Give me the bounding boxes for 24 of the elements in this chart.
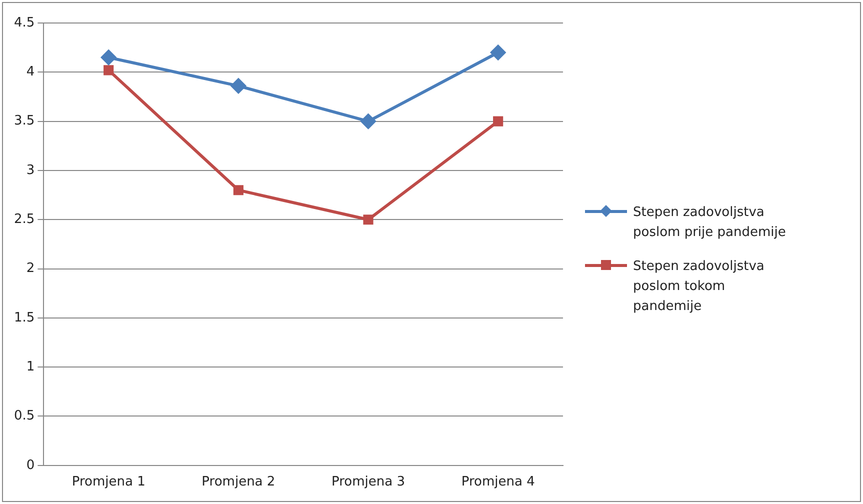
x-tick-label: Promjena 1 [72,474,146,490]
legend-label: Stepen zadovoljstva poslom tokom pandemije [633,258,766,316]
y-tick-label: 3.5 [14,114,35,129]
y-tick-label: 2 [26,261,35,276]
y-tick-label: 1.5 [14,310,35,326]
point [493,116,504,126]
point [360,114,376,129]
y-tick-label: 0.5 [14,408,35,424]
x-tick-label: Promjena 4 [461,474,535,490]
y-tick-label: 4 [26,64,35,80]
y-tick-label: 2.5 [14,212,35,227]
point [490,44,506,60]
y-tick-label: 3 [26,162,35,178]
point [104,65,114,76]
y-tick-label: 1 [26,359,35,374]
point [233,185,244,196]
point [230,78,246,94]
point [363,214,374,225]
x-tick-label: Promjena 2 [202,474,276,490]
x-tick-label: Promjena 3 [331,474,406,490]
y-tick-label: 4.5 [14,15,35,30]
point [101,50,116,65]
y-tick-label: 0 [26,458,35,473]
legend-label: Stepen zadovoljstva poslom prije pandemije [633,204,787,242]
